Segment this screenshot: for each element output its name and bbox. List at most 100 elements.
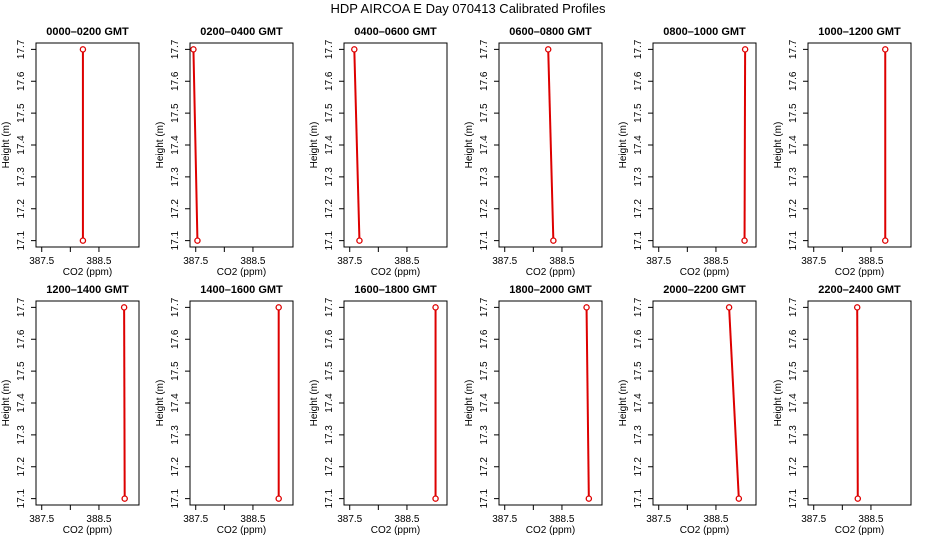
chart-8-y-tick-label: 17.3 [170, 425, 181, 445]
chart-7-y-tick-label: 17.7 [16, 297, 27, 317]
chart-10-x-tick-label: 387.5 [492, 514, 517, 525]
chart-10-y-tick-label: 17.1 [479, 488, 490, 508]
chart-9-y-tick-label: 17.3 [324, 425, 335, 445]
chart-3-x-tick-label: 387.5 [337, 256, 362, 267]
chart-1-y-tick-label: 17.1 [16, 230, 27, 250]
chart-3-profile-point [356, 237, 363, 244]
chart-4-y-tick-label: 17.1 [479, 230, 490, 250]
chart-11-y-tick-label: 17.5 [633, 361, 644, 381]
chart-11-y-tick-label: 17.7 [633, 297, 644, 317]
chart-11-x-tick-label: 387.5 [646, 514, 671, 525]
chart-1-profile-point [79, 46, 87, 53]
chart-4-x-tick-label: 387.5 [492, 256, 517, 267]
chart-9-x-tick-label: 387.5 [337, 514, 362, 525]
chart-5-y-tick-label: 17.2 [633, 199, 644, 219]
chart-3-y-axis-label: Height (m) [309, 122, 320, 169]
chart-1-y-tick-label: 17.7 [16, 39, 27, 59]
chart-2-x-axis-label: CO2 (ppm) [217, 267, 266, 278]
chart-5-profile-point [741, 237, 748, 244]
chart-3-y-tick-label: 17.5 [324, 103, 335, 123]
chart-12-plot-frame [807, 300, 912, 506]
chart-8-y-tick-label: 17.4 [170, 393, 181, 413]
chart-12-profile-line [856, 307, 859, 499]
chart-12-y-tick-label: 17.6 [788, 329, 799, 349]
chart-5-y-tick-label: 17.5 [633, 103, 644, 123]
chart-7-y-tick-label: 17.5 [16, 361, 27, 381]
chart-9-x-tick-label: 388.5 [394, 514, 419, 525]
chart-10-y-tick-label: 17.7 [479, 297, 490, 317]
chart-7-x-tick-label: 388.5 [86, 514, 111, 525]
chart-11-y-axis-label: Height (m) [618, 380, 629, 427]
chart-7-profile-point [120, 304, 128, 311]
chart-9-y-tick-label: 17.7 [324, 297, 335, 317]
chart-8-profile-point [275, 495, 282, 502]
chart-5-y-tick-label: 17.6 [633, 71, 644, 91]
chart-11-profile-point [725, 304, 733, 311]
chart-2-y-tick-label: 17.7 [170, 39, 181, 59]
chart-10-title: 1800–2000 GMT [509, 284, 592, 296]
chart-10-y-tick-label: 17.6 [479, 329, 490, 349]
chart-8-y-tick-label: 17.7 [170, 297, 181, 317]
chart-4-profile-point [550, 237, 557, 244]
chart-8-x-tick-label: 387.5 [183, 514, 208, 525]
chart-2-y-tick-label: 17.2 [170, 199, 181, 219]
chart-8-title: 1400–1600 GMT [200, 284, 283, 296]
chart-6-y-tick-label: 17.3 [788, 167, 799, 187]
chart-5-x-tick-label: 388.5 [703, 256, 728, 267]
chart-7-y-tick-label: 17.2 [16, 457, 27, 477]
chart-4-y-tick-label: 17.7 [479, 39, 490, 59]
chart-7-title: 1200–1400 GMT [46, 284, 129, 296]
chart-6-title: 1000–1200 GMT [818, 26, 901, 38]
chart-6-y-tick-label: 17.4 [788, 135, 799, 155]
chart-2-y-tick-label: 17.6 [170, 71, 181, 91]
chart-1-y-tick-label: 17.4 [16, 135, 27, 155]
chart-9-y-tick-label: 17.1 [324, 488, 335, 508]
chart-7-x-axis-label: CO2 (ppm) [63, 525, 112, 536]
chart-6-profile-point [882, 46, 889, 53]
chart-6-y-axis-label: Height (m) [773, 122, 784, 169]
chart-5-x-tick-label: 387.5 [646, 256, 671, 267]
chart-11-x-axis-label: CO2 (ppm) [680, 525, 729, 536]
chart-3-x-axis-label: CO2 (ppm) [371, 267, 420, 278]
chart-12-y-tick-label: 17.1 [788, 488, 799, 508]
chart-3-y-tick-label: 17.7 [324, 39, 335, 59]
chart-2-x-tick-label: 387.5 [183, 256, 208, 267]
chart-4-profile-line [547, 49, 555, 241]
chart-2-x-tick-label: 388.5 [240, 256, 265, 267]
chart-8-y-tick-label: 17.2 [170, 457, 181, 477]
chart-8-profile-point [275, 304, 282, 311]
chart-7-y-tick-label: 17.6 [16, 329, 27, 349]
chart-3-y-tick-label: 17.2 [324, 199, 335, 219]
chart-9-profile-point [432, 495, 439, 502]
chart-9-plot-frame [343, 300, 448, 506]
chart-4-y-tick-label: 17.4 [479, 135, 490, 155]
chart-11-y-tick-label: 17.6 [633, 329, 644, 349]
chart-4-y-tick-label: 17.2 [479, 199, 490, 219]
chart-1-title: 0000–0200 GMT [46, 26, 129, 38]
chart-9-y-tick-label: 17.4 [324, 393, 335, 413]
chart-2-y-axis-label: Height (m) [155, 122, 166, 169]
chart-4-y-axis-label: Height (m) [464, 122, 475, 169]
chart-4-y-tick-label: 17.5 [479, 103, 490, 123]
chart-2-profile-point [190, 46, 197, 53]
chart-6-y-tick-label: 17.5 [788, 103, 799, 123]
chart-3-profile-point [351, 46, 358, 53]
chart-10-x-tick-label: 388.5 [549, 514, 574, 525]
chart-9-title: 1600–1800 GMT [354, 284, 437, 296]
chart-6-x-tick-label: 387.5 [801, 256, 826, 267]
chart-1-profile-point [79, 237, 87, 244]
chart-12-x-tick-label: 388.5 [858, 514, 883, 525]
chart-3-x-tick-label: 388.5 [394, 256, 419, 267]
chart-11-y-tick-label: 17.1 [633, 488, 644, 508]
chart-5-y-tick-label: 17.7 [633, 39, 644, 59]
chart-10-y-tick-label: 17.5 [479, 361, 490, 381]
chart-2-plot-frame [189, 42, 294, 248]
chart-12-y-tick-label: 17.5 [788, 361, 799, 381]
chart-1-y-axis-label: Height (m) [1, 122, 12, 169]
chart-3-title: 0400–0600 GMT [354, 26, 437, 38]
chart-11-y-tick-label: 17.4 [633, 393, 644, 413]
chart-2-y-tick-label: 17.5 [170, 103, 181, 123]
chart-12-y-tick-label: 17.3 [788, 425, 799, 445]
chart-8-y-tick-label: 17.5 [170, 361, 181, 381]
